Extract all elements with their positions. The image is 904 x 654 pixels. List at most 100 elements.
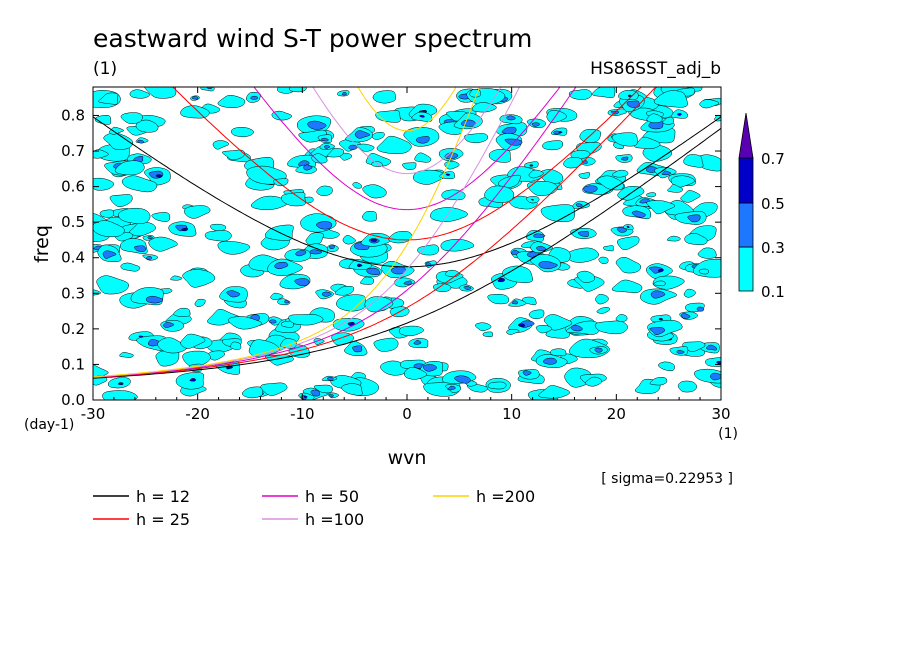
contour-blob (371, 132, 385, 140)
contour-blob (414, 152, 432, 163)
contour-blob (230, 341, 242, 350)
contour-blob (583, 185, 598, 193)
contour-blob (102, 390, 138, 400)
contour-blob (415, 136, 430, 144)
contour-blob (657, 361, 675, 372)
contour-blob (221, 149, 245, 161)
contour-blob (716, 361, 721, 365)
contour-blob (250, 195, 289, 211)
contour-blob (362, 184, 387, 199)
contour-blob (570, 324, 583, 332)
chart-title: eastward wind S-T power spectrum (93, 24, 532, 53)
contour-blob (94, 114, 112, 125)
contour-blob (326, 376, 334, 381)
contour-blob (361, 211, 377, 222)
contour-blob (96, 275, 130, 295)
contour-blob (592, 87, 616, 99)
contour-blob (210, 223, 227, 232)
y-axis: 0.0 0.1 0.2 0.3 0.4 0.5 0.6 0.7 0.8 (61, 106, 721, 409)
contour-blob (370, 238, 377, 242)
contour-blob (484, 185, 515, 203)
contour-blob (356, 263, 363, 268)
contour-blob (677, 113, 682, 116)
legend-label: h =200 (476, 487, 535, 506)
legend-label: h = 50 (305, 487, 359, 506)
contour-blob (542, 357, 557, 365)
contour-blob (120, 262, 141, 272)
contour-blob (687, 214, 701, 223)
contour-blob (204, 230, 232, 242)
contour-blob (526, 180, 558, 197)
contour-blob (575, 203, 583, 208)
contour-blob (313, 384, 334, 394)
contour-blob (373, 337, 399, 352)
contour-blob (93, 149, 109, 159)
contour-blob (207, 350, 226, 361)
contour-blob (697, 247, 717, 259)
contour-blob (611, 279, 643, 294)
x-tick-label: 0 (402, 405, 412, 423)
colorbar-segment (738, 202, 754, 248)
contour-blob (709, 372, 721, 381)
contour-blob (270, 292, 284, 301)
contour-blob (352, 345, 363, 353)
contour-blob (295, 250, 307, 257)
dispersion-curves (93, 87, 721, 379)
contour-blob (102, 250, 117, 259)
contour-blob (143, 87, 177, 99)
contour-blob (611, 169, 629, 178)
contour-blob (334, 285, 355, 296)
dispersion-curve-eig (93, 87, 577, 378)
contour-blob (121, 175, 158, 193)
colorbar-label: 0.5 (761, 195, 785, 213)
contour-blob (284, 300, 290, 304)
contour-blob (268, 319, 277, 324)
dispersion-curve-ig (93, 116, 721, 268)
contour-blob (621, 156, 629, 161)
contour-blob (646, 192, 657, 198)
contour-blob (226, 290, 241, 298)
contour-blob (684, 232, 708, 245)
contour-blob (310, 389, 321, 397)
contour-blob (596, 307, 610, 314)
x-tick-label: 10 (502, 405, 521, 423)
contour-blob (311, 153, 328, 164)
contour-blob (463, 133, 489, 144)
y-axis-unit: (day-1) (24, 417, 74, 433)
contour-blob (642, 144, 673, 162)
contour-blob (280, 320, 294, 328)
contour-blob (699, 99, 720, 109)
y-tick-label: 0.7 (61, 142, 85, 160)
contour-blob (316, 185, 333, 197)
contour-blob (482, 331, 493, 338)
contour-blob (535, 324, 553, 334)
contour-blob (182, 269, 216, 288)
contour-blob (307, 120, 327, 130)
contour-blob (680, 313, 691, 319)
colorbar-segment (738, 246, 754, 292)
contour-blob (250, 95, 259, 100)
contour-blob (696, 306, 705, 312)
contour-blob (698, 268, 709, 275)
contour-blob (354, 130, 371, 139)
contour-blob (522, 370, 532, 376)
contour-blob (402, 162, 417, 171)
contour-blob (658, 268, 664, 273)
contour-blob (326, 148, 345, 158)
contour-blob (531, 122, 540, 127)
contour-blob (228, 316, 263, 330)
contour-blob (114, 160, 145, 176)
contour-blob (117, 382, 124, 386)
contour-blob (109, 126, 124, 135)
contour-blob (540, 204, 576, 223)
contour-blob (677, 380, 697, 393)
contour-blob (352, 182, 362, 189)
contour-blob (546, 110, 567, 123)
y-axis-label: freq (31, 225, 53, 263)
contour-blob (422, 364, 437, 372)
contour-blob (404, 366, 428, 380)
contour-blob (145, 295, 164, 304)
contour-blob (294, 278, 310, 286)
contour-blob (231, 126, 254, 138)
